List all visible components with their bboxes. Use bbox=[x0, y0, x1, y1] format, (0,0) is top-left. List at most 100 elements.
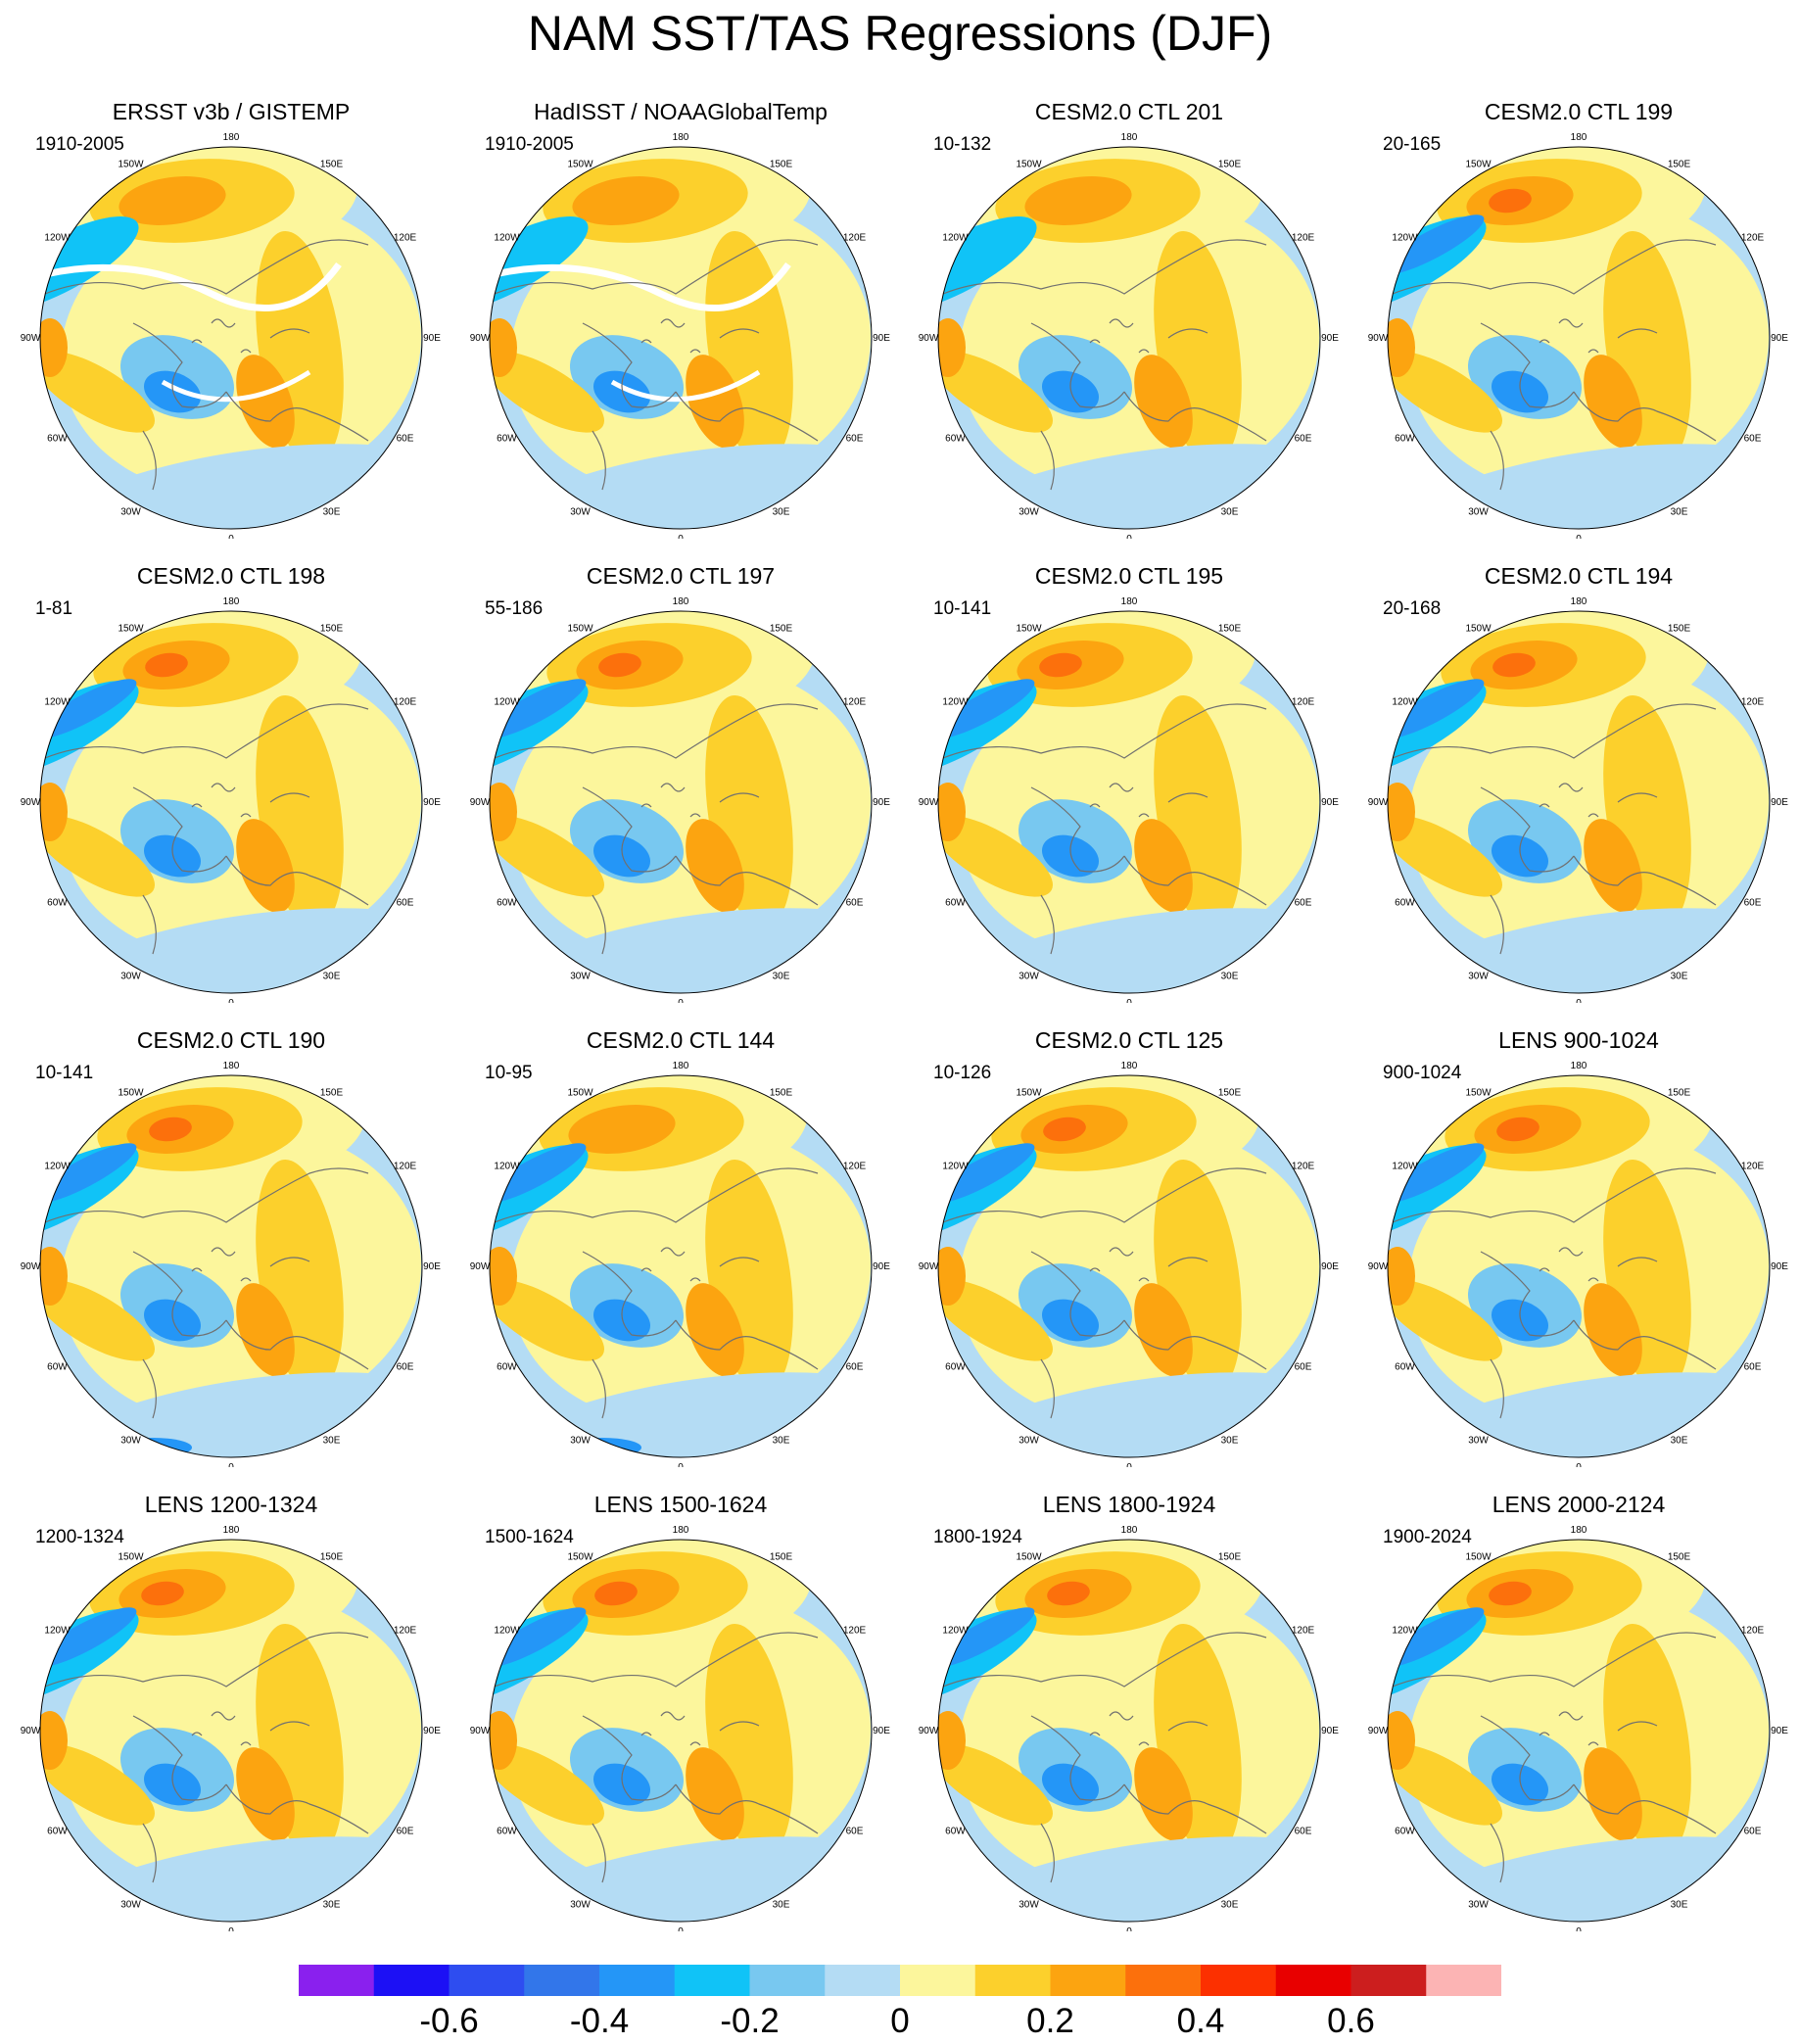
coastline bbox=[1089, 1711, 1150, 1746]
negative-strip bbox=[490, 216, 589, 312]
panel-title: CESM2.0 CTL 190 bbox=[136, 1027, 326, 1053]
longitude-label: 60E bbox=[397, 1827, 414, 1837]
subtropical-negative bbox=[944, 444, 1320, 529]
coastline bbox=[1392, 239, 1717, 295]
longitude-label: 150W bbox=[1016, 159, 1042, 169]
coastline bbox=[1123, 855, 1267, 906]
panel-title: LENS 2000-2124 bbox=[1492, 1492, 1666, 1517]
coastline bbox=[1617, 1721, 1658, 1732]
colorbar bbox=[299, 1965, 1501, 1996]
map-boundary bbox=[39, 610, 423, 994]
pacific-lobe-max bbox=[572, 176, 680, 225]
atlantic-arc-max bbox=[1388, 318, 1415, 377]
map-panel-grid: ERSST v3b / GISTEMP 1910-2005 180 150E 120E 9… bbox=[21, 99, 1789, 1931]
coastline bbox=[582, 1251, 677, 1337]
longitude-label: 60W bbox=[497, 434, 517, 445]
coastline bbox=[1617, 328, 1658, 339]
longitude-label: 0 bbox=[228, 1462, 234, 1467]
negative-strip-core bbox=[490, 1143, 587, 1204]
contour-field bbox=[938, 1540, 1320, 1922]
longitude-label: 150W bbox=[1465, 1087, 1492, 1098]
longitude-label: 30W bbox=[120, 972, 141, 982]
panel-title: LENS 900-1024 bbox=[1498, 1027, 1659, 1053]
coastline bbox=[1573, 1783, 1717, 1834]
longitude-label: 150W bbox=[567, 1551, 593, 1562]
map-boundary bbox=[937, 146, 1321, 530]
atlantic-arc bbox=[938, 1279, 1053, 1361]
longitude-label: 180 bbox=[1571, 1061, 1587, 1071]
longitude-label: 30E bbox=[1221, 507, 1239, 518]
polar-map: 180 150E 120E 90E 60E 30E 0 30W 60W 90W 120W 150W bbox=[21, 132, 442, 539]
longitude-label: 60W bbox=[497, 1362, 517, 1373]
coastline bbox=[1040, 1358, 1055, 1419]
longitude-label: 30E bbox=[323, 972, 341, 982]
coastline bbox=[225, 391, 369, 442]
longitude-label: 120E bbox=[394, 1626, 417, 1637]
longitude-label: 30W bbox=[120, 1436, 141, 1447]
longitude-label: 60W bbox=[47, 434, 68, 445]
longitude-label: 60E bbox=[397, 1362, 414, 1373]
coastline bbox=[1480, 1251, 1575, 1337]
panel-title: CESM2.0 CTL 197 bbox=[586, 563, 776, 589]
longitude-label: 60E bbox=[1744, 898, 1762, 909]
labrador-core bbox=[1491, 834, 1549, 878]
coastline bbox=[1617, 1257, 1658, 1267]
colorbar-swatch bbox=[524, 1965, 600, 1996]
atlantic-arc-max bbox=[938, 318, 966, 377]
coastline bbox=[640, 783, 701, 818]
longitude-label: 120W bbox=[494, 1162, 520, 1172]
subtropical-negative bbox=[46, 1836, 422, 1922]
longitude-label: 120W bbox=[942, 1162, 969, 1172]
panel-title: CESM2.0 CTL 125 bbox=[1034, 1027, 1224, 1053]
labrador-core bbox=[1041, 834, 1100, 878]
atlantic-arc-max bbox=[40, 783, 68, 841]
panel-period: 10-126 bbox=[933, 1063, 992, 1083]
longitude-label: 0 bbox=[678, 998, 684, 1003]
longitude-label: 150E bbox=[1668, 623, 1691, 634]
atlantic-arc bbox=[40, 351, 156, 433]
longitude-label: 120W bbox=[494, 697, 520, 708]
longitude-label: 30W bbox=[570, 1900, 591, 1911]
longitude-label: 150W bbox=[118, 1551, 144, 1562]
subtropical-negative bbox=[496, 908, 872, 993]
coastline bbox=[675, 1783, 819, 1834]
polar-map: 180 150E 120E 90E 60E 30E 0 30W 60W 90W 120W 150W bbox=[21, 596, 442, 1003]
panel-title: LENS 1200-1324 bbox=[144, 1492, 318, 1517]
longitude-label: 120E bbox=[1741, 1162, 1765, 1172]
panel-title: CESM2.0 CTL 144 bbox=[586, 1027, 776, 1053]
longitude-label: 60E bbox=[397, 434, 414, 445]
longitude-label: 150W bbox=[118, 159, 144, 169]
polar-map: 180 150E 120E 90E 60E 30E 0 30W 60W 90W 120W 150W bbox=[1368, 596, 1789, 1003]
panel-title: LENS 1500-1624 bbox=[593, 1492, 768, 1517]
contour-field bbox=[40, 1075, 422, 1457]
longitude-label: 180 bbox=[1121, 132, 1138, 143]
atlantic-arc bbox=[490, 1743, 604, 1826]
panel-period: 1800-1924 bbox=[933, 1527, 1022, 1547]
coastline bbox=[1490, 430, 1504, 491]
colorbar-swatch bbox=[674, 1965, 750, 1996]
coastline bbox=[1539, 318, 1599, 354]
longitude-label: 150W bbox=[567, 159, 593, 169]
longitude-label: 0 bbox=[228, 534, 234, 539]
longitude-label: 90E bbox=[1771, 1726, 1788, 1736]
negative-strip-core bbox=[490, 679, 587, 739]
longitude-label: 120W bbox=[44, 233, 71, 244]
coastline bbox=[1480, 322, 1575, 408]
atlantic-arc bbox=[490, 351, 604, 433]
polar-map: 180 150E 120E 90E 60E 30E 0 30W 60W 90W 120W 150W bbox=[1368, 132, 1789, 539]
contour-field bbox=[40, 1540, 422, 1922]
longitude-label: 180 bbox=[1121, 1525, 1138, 1536]
longitude-label: 30W bbox=[1018, 507, 1039, 518]
colorbar-swatch bbox=[1125, 1965, 1202, 1996]
coastline bbox=[1573, 391, 1717, 442]
polar-map: 180 150E 120E 90E 60E 30E 0 30W 60W 90W 120W 150W bbox=[21, 1061, 442, 1467]
longitude-label: 60W bbox=[1395, 898, 1415, 909]
labrador-core bbox=[1041, 1299, 1100, 1342]
longitude-label: 60E bbox=[1295, 898, 1312, 909]
longitude-label: 180 bbox=[673, 1525, 689, 1536]
longitude-label: 0 bbox=[678, 1462, 684, 1467]
panel-period: 1-81 bbox=[35, 598, 73, 619]
longitude-label: 120W bbox=[1392, 1626, 1418, 1637]
longitude-label: 60E bbox=[846, 898, 864, 909]
atlantic-arc bbox=[490, 1279, 604, 1361]
